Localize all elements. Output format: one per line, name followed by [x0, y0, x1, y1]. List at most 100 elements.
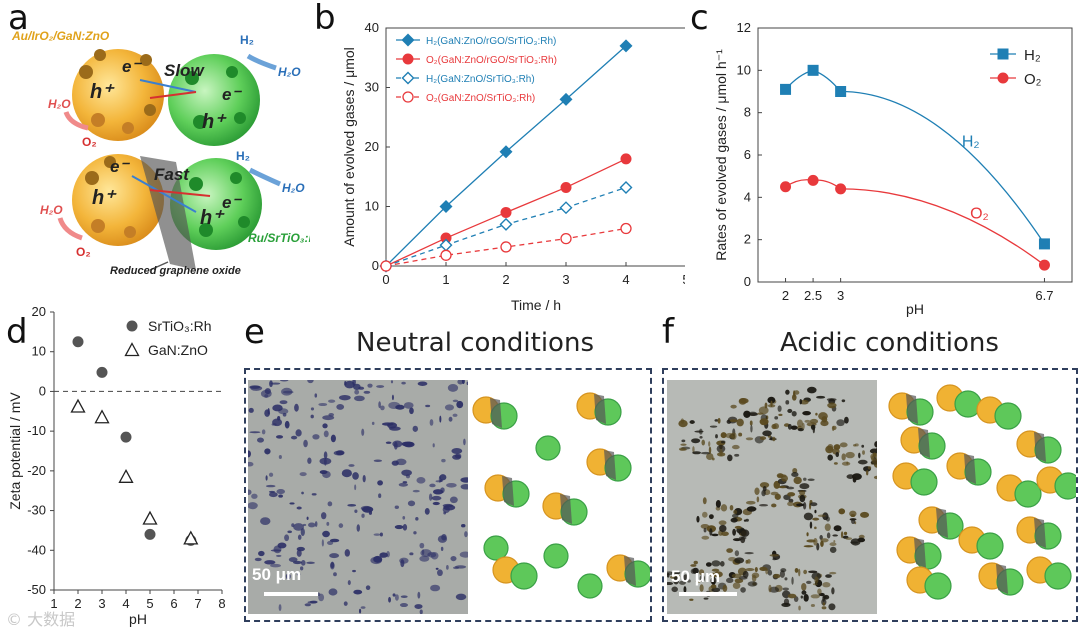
- particle-speck: [358, 608, 362, 614]
- y-tick-label: -20: [27, 463, 46, 478]
- x-tick-label: 3: [562, 272, 569, 287]
- data-point: [144, 528, 156, 540]
- particle-speck: [290, 435, 298, 440]
- aggregate-speck: [719, 524, 727, 533]
- x-tick-label: 2: [74, 596, 81, 611]
- aggregate-speck: [857, 537, 866, 543]
- data-point: [807, 64, 819, 76]
- srtio3-particle: [543, 543, 569, 569]
- particle-speck: [354, 389, 360, 395]
- particle-speck: [289, 502, 295, 505]
- aggregate-speck: [813, 538, 818, 546]
- aggregate-speck: [729, 504, 734, 511]
- particle-speck: [282, 390, 294, 394]
- particle-speck: [391, 394, 394, 401]
- rgo-sheet: [490, 398, 502, 428]
- aggregate-speck: [867, 466, 872, 470]
- particle-speck: [367, 383, 373, 388]
- aggregate-speck: [699, 574, 706, 583]
- particle-speck: [297, 534, 302, 540]
- particle-speck: [293, 523, 305, 531]
- data-point: [619, 180, 633, 194]
- particle-speck: [312, 434, 320, 440]
- aggregate-speck: [772, 558, 777, 561]
- series-1: O₂(GaN:ZnO/rGO/SrTiO₃:Rh): [380, 53, 632, 272]
- legend-label: O₂(GaN:ZnO/rGO/SrTiO₃:Rh): [426, 55, 557, 66]
- curve-annotation: O₂: [970, 206, 989, 223]
- aggregate-speck: [840, 531, 844, 539]
- fast-recombination-arrow: [149, 189, 211, 197]
- srtio3-particle-bottom: [170, 158, 262, 250]
- aggregate-speck: [787, 423, 792, 430]
- particle-speck: [260, 389, 272, 398]
- aggregate-speck: [821, 606, 827, 610]
- srtio3-particle: [910, 468, 938, 496]
- data-point: [499, 217, 513, 231]
- y-tick-label: -10: [27, 423, 46, 438]
- aggregate-speck: [810, 424, 816, 430]
- aggregate-speck: [829, 542, 837, 547]
- particle-speck: [379, 532, 383, 537]
- particle-speck: [380, 405, 385, 411]
- x-tick-label: 5: [682, 272, 685, 287]
- legend-marker: [402, 53, 414, 65]
- particle-speck: [388, 401, 400, 409]
- legend-label: GaN:ZnO: [148, 342, 208, 358]
- x-tick-label: 4: [622, 272, 629, 287]
- panel-e-micrograph: 50 μm: [248, 380, 468, 614]
- aggregate-speck: [715, 500, 721, 508]
- particle-speck: [437, 535, 448, 543]
- panel-f-frame: [662, 368, 1078, 622]
- particle-speck: [277, 415, 281, 421]
- particle-speck: [280, 380, 289, 382]
- y-tick-label: 0: [39, 383, 46, 398]
- particle-speck: [446, 482, 457, 488]
- srtio3-particle: [1054, 472, 1076, 500]
- particle-speck: [378, 401, 381, 409]
- rgo-sheet: [624, 556, 636, 586]
- aggregate-speck: [681, 439, 686, 443]
- aggregate-speck: [869, 448, 877, 454]
- particle-speck: [417, 381, 428, 386]
- legend-marker: [997, 48, 1009, 60]
- particle-speck: [321, 539, 324, 547]
- series-2: H₂(GaN:ZnO/SrTiO₃:Rh): [379, 71, 633, 273]
- particle-speck: [248, 489, 252, 495]
- particle-speck: [327, 501, 333, 507]
- particle-speck: [248, 407, 254, 413]
- aggregate-speck: [690, 568, 697, 574]
- legend-marker: [997, 72, 1009, 84]
- aggregate-speck: [743, 410, 751, 418]
- electron-label-2: e⁻: [222, 85, 242, 104]
- particle-speck: [417, 591, 421, 599]
- hole-label-1: h⁺: [90, 81, 115, 103]
- aggregated-pair: [1026, 556, 1072, 590]
- aggregate-speck: [861, 444, 865, 448]
- aggregate-speck: [743, 519, 747, 522]
- aggregate-speck: [759, 482, 770, 488]
- aggregate-speck: [817, 514, 826, 518]
- particle-speck: [401, 381, 406, 385]
- aggregate-speck: [759, 436, 767, 441]
- aggregate-speck: [828, 603, 836, 611]
- rgo-sheet: [594, 394, 606, 424]
- aggregate-speck: [851, 473, 862, 481]
- particle-speck: [268, 472, 274, 477]
- particle-speck: [446, 564, 449, 570]
- aggregate-speck: [841, 399, 846, 403]
- particle-speck: [399, 603, 409, 608]
- aggregate-speck: [785, 389, 790, 395]
- aggregate-speck: [803, 512, 814, 521]
- rgo-sheet: [560, 494, 572, 524]
- aggregate-speck: [799, 490, 806, 496]
- panel-f-aggregated-cartoon: [888, 384, 1076, 600]
- particle-speck: [412, 425, 419, 432]
- particle-speck: [341, 469, 352, 478]
- particle-speck: [306, 516, 309, 520]
- particle-speck: [270, 382, 281, 385]
- data-point: [619, 39, 633, 53]
- particle-speck: [461, 523, 466, 528]
- fast-label: Fast: [154, 165, 190, 184]
- aggregate-speck: [808, 570, 818, 574]
- hole-label-3: h⁺: [92, 187, 117, 209]
